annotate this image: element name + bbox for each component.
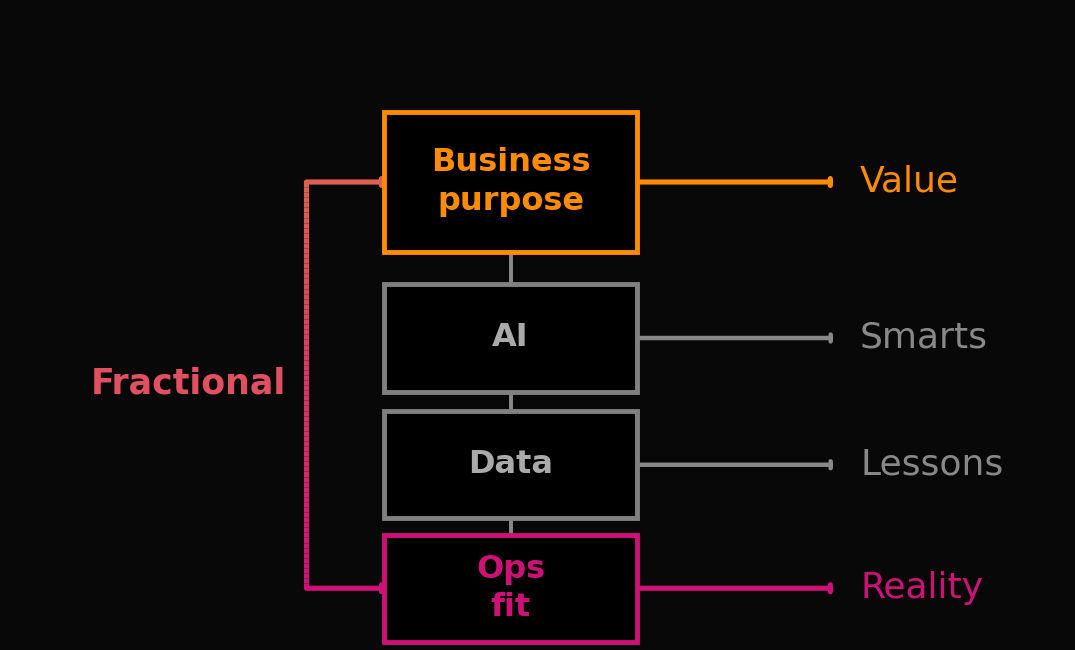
Text: Smarts: Smarts	[860, 321, 988, 355]
Text: Business
purpose: Business purpose	[431, 148, 590, 216]
FancyBboxPatch shape	[385, 112, 636, 252]
Text: Reality: Reality	[860, 571, 984, 605]
Text: Fractional: Fractional	[90, 367, 286, 400]
Text: Value: Value	[860, 165, 959, 199]
Text: AI: AI	[492, 322, 529, 354]
FancyBboxPatch shape	[385, 411, 636, 519]
Text: Data: Data	[468, 449, 554, 480]
Text: Ops
fit: Ops fit	[476, 554, 545, 623]
Text: Lessons: Lessons	[860, 448, 1003, 482]
FancyBboxPatch shape	[385, 285, 636, 391]
FancyBboxPatch shape	[385, 534, 636, 642]
